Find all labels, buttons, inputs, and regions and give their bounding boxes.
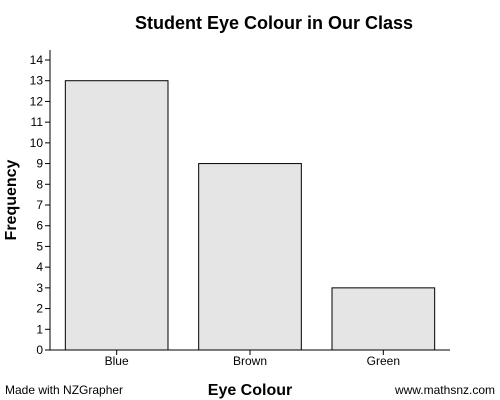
y-tick-label: 8 [36,177,43,191]
y-tick-label: 11 [31,115,44,129]
y-tick-label: 13 [30,74,44,88]
x-tick-label-green: Green [367,354,400,368]
y-axis-title: Frequency [3,159,20,240]
x-axis-ticks: Blue Brown Green [105,350,400,368]
y-tick-label: 10 [30,136,44,150]
x-tick-label-blue: Blue [105,354,129,368]
y-tick-label: 9 [36,157,43,171]
x-axis-title: Eye Colour [208,382,292,399]
y-tick-label: 4 [36,260,43,274]
y-tick-label: 6 [36,219,43,233]
bar-brown [198,163,302,351]
y-tick-label: 14 [30,53,44,67]
bars [64,80,436,351]
y-tick-label: 12 [30,94,44,108]
bar-blue [64,80,169,351]
y-tick-label: 7 [36,198,43,212]
bar-green [331,287,436,351]
chart-title: Student Eye Colour in Our Class [135,13,413,33]
x-tick-label-brown: Brown [233,354,267,368]
footer-credit: Made with NZGrapher [5,383,123,397]
y-tick-label: 5 [36,239,43,253]
y-tick-label: 0 [36,343,43,357]
y-tick-label: 2 [36,302,43,316]
y-tick-label: 3 [36,281,43,295]
y-tick-label: 1 [36,322,43,336]
footer-website: www.mathsnz.com [394,383,495,397]
